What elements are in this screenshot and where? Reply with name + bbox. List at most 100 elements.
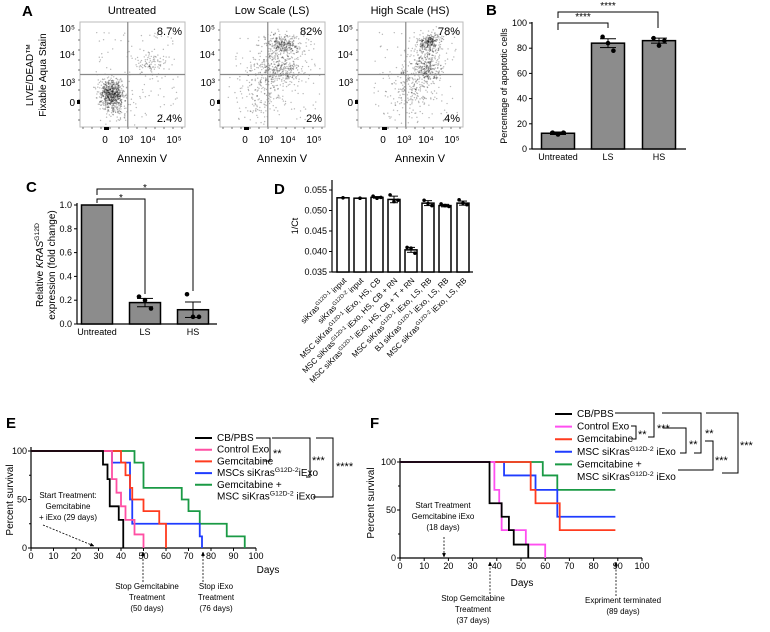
flow-event-dot (429, 65, 432, 68)
flow-event-dot (415, 81, 417, 83)
flow-event-dot (403, 81, 406, 83)
flow-event-dot (103, 86, 106, 88)
flow-event-dot (400, 71, 402, 73)
flow-event-dot (119, 78, 122, 80)
flow-event-dot (431, 36, 433, 38)
flow-event-dot (115, 82, 117, 84)
flow-event-dot (445, 52, 448, 54)
flow-event-dot (281, 47, 284, 49)
data-point (388, 193, 392, 197)
flow-event-dot (264, 69, 267, 71)
flow-event-dot (108, 96, 110, 98)
flow-event-dot (106, 77, 109, 79)
flow-event-dot (273, 63, 275, 65)
flow-event-dot (434, 46, 437, 48)
flow-event-dot (113, 83, 115, 85)
flow-event-dot (435, 70, 437, 72)
flow-event-dot (123, 95, 125, 97)
flow-event-dot (112, 93, 114, 95)
flow-event-dot (431, 40, 433, 42)
flow-event-dot (147, 51, 150, 53)
axis-event-pileup (244, 127, 249, 130)
flow-event-dot (114, 102, 116, 104)
flow-event-dot (254, 100, 256, 102)
flow-event-dot (275, 61, 277, 64)
flow-event-dot (167, 44, 169, 46)
flow-event-dot (110, 98, 113, 101)
flow-event-dot (119, 90, 121, 92)
flow-event-dot (423, 63, 425, 65)
flow-event-dot (433, 40, 435, 42)
flow-event-dot (288, 77, 290, 79)
flow-event-dot (168, 68, 170, 70)
flow-event-dot (252, 56, 254, 59)
flow-event-dot (104, 92, 106, 94)
flow-event-dot (280, 56, 283, 59)
x-tick-label: 0 (28, 551, 33, 561)
text-part: MSC siKras (577, 472, 630, 483)
significance-label: *** (312, 455, 326, 467)
x-tick-label: 70 (183, 551, 193, 561)
flow-event-dot (113, 96, 115, 98)
flow-event-dot (288, 69, 290, 72)
flow-event-dot (282, 85, 284, 87)
flow-event-dot (283, 46, 286, 49)
flow-event-dot (429, 48, 432, 51)
flow-event-dot (111, 107, 113, 110)
flow-event-dot (110, 94, 112, 96)
flow-event-dot (118, 89, 120, 92)
flow-event-dot (421, 41, 424, 43)
flow-event-dot (289, 80, 291, 83)
flow-event-dot (432, 40, 434, 42)
flow-event-dot (152, 60, 154, 63)
flow-event-dot (101, 92, 104, 95)
flow-event-dot (108, 89, 110, 91)
flow-event-dot (275, 48, 277, 50)
flow-event-dot (426, 42, 428, 45)
flow-event-dot (99, 93, 101, 95)
flow-event-dot (227, 96, 229, 99)
flow-event-dot (149, 67, 152, 69)
flow-event-dot (427, 40, 430, 43)
flow-event-dot (159, 88, 161, 90)
flow-event-dot (428, 61, 430, 64)
flow-event-dot (116, 89, 118, 91)
flow-event-dot (165, 56, 167, 58)
flow-event-dot (432, 38, 434, 40)
flow-event-dot (105, 84, 107, 87)
flow-event-dot (275, 41, 277, 43)
flow-event-dot (152, 66, 154, 68)
flow-event-dot (265, 83, 267, 86)
flow-event-dot (288, 41, 290, 43)
flow-event-dot (154, 66, 156, 69)
panel-label-e: E (6, 415, 16, 432)
flow-event-dot (105, 101, 107, 103)
flow-event-dot (401, 88, 403, 91)
quadrant-lower-right-percent: 2% (306, 113, 322, 125)
flow-event-dot (290, 56, 293, 58)
flow-event-dot (107, 106, 110, 108)
flow-event-dot (275, 43, 277, 45)
flow-event-dot (110, 94, 112, 96)
flow-event-dot (427, 42, 429, 45)
flow-event-dot (425, 38, 427, 40)
flow-event-dot (295, 76, 298, 78)
flow-event-dot (118, 95, 120, 98)
flow-event-dot (116, 109, 119, 111)
flow-event-dot (431, 38, 434, 41)
flow-event-dot (259, 80, 261, 83)
flow-event-dot (106, 91, 108, 94)
flow-event-dot (303, 106, 305, 108)
quadrant-upper-right-percent: 78% (438, 26, 460, 38)
flow-event-dot (157, 80, 159, 82)
flow-event-dot (285, 40, 288, 42)
bar (421, 202, 435, 273)
flow-event-dot (417, 78, 419, 80)
flow-event-dot (280, 66, 282, 68)
flow-event-dot (102, 107, 104, 110)
flow-event-dot (426, 40, 428, 42)
flow-event-dot (265, 65, 268, 67)
flow-event-dot (425, 59, 427, 61)
flow-event-dot (106, 93, 108, 95)
